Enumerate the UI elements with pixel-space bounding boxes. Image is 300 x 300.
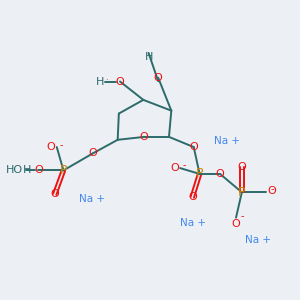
Text: O: O (34, 165, 43, 176)
Text: -: - (59, 140, 63, 150)
Text: O: O (46, 142, 55, 152)
Text: O: O (154, 73, 163, 83)
Text: O: O (50, 189, 59, 199)
Text: O: O (268, 186, 276, 196)
Text: O: O (216, 169, 224, 179)
Text: O: O (140, 132, 148, 142)
Text: H: H (23, 165, 31, 176)
Text: Na +: Na + (245, 235, 271, 245)
Text: O: O (171, 163, 179, 173)
Text: O: O (189, 142, 198, 152)
Text: Na +: Na + (79, 194, 105, 204)
Text: -: - (271, 184, 274, 194)
Text: Na +: Na + (180, 218, 206, 228)
Text: O: O (88, 148, 97, 158)
Text: O: O (116, 76, 124, 86)
Text: P: P (238, 186, 246, 199)
Text: H: H (144, 52, 153, 62)
Text: HO: HO (5, 165, 23, 176)
Text: ·: · (105, 76, 108, 85)
Text: Na +: Na + (214, 136, 240, 146)
Text: O: O (238, 162, 246, 172)
Text: -: - (241, 212, 244, 221)
Text: P: P (196, 167, 203, 180)
Text: O: O (188, 192, 197, 202)
Text: O: O (232, 219, 240, 230)
Text: -: - (183, 160, 187, 170)
Text: P: P (60, 164, 67, 177)
Text: H: H (95, 76, 104, 86)
